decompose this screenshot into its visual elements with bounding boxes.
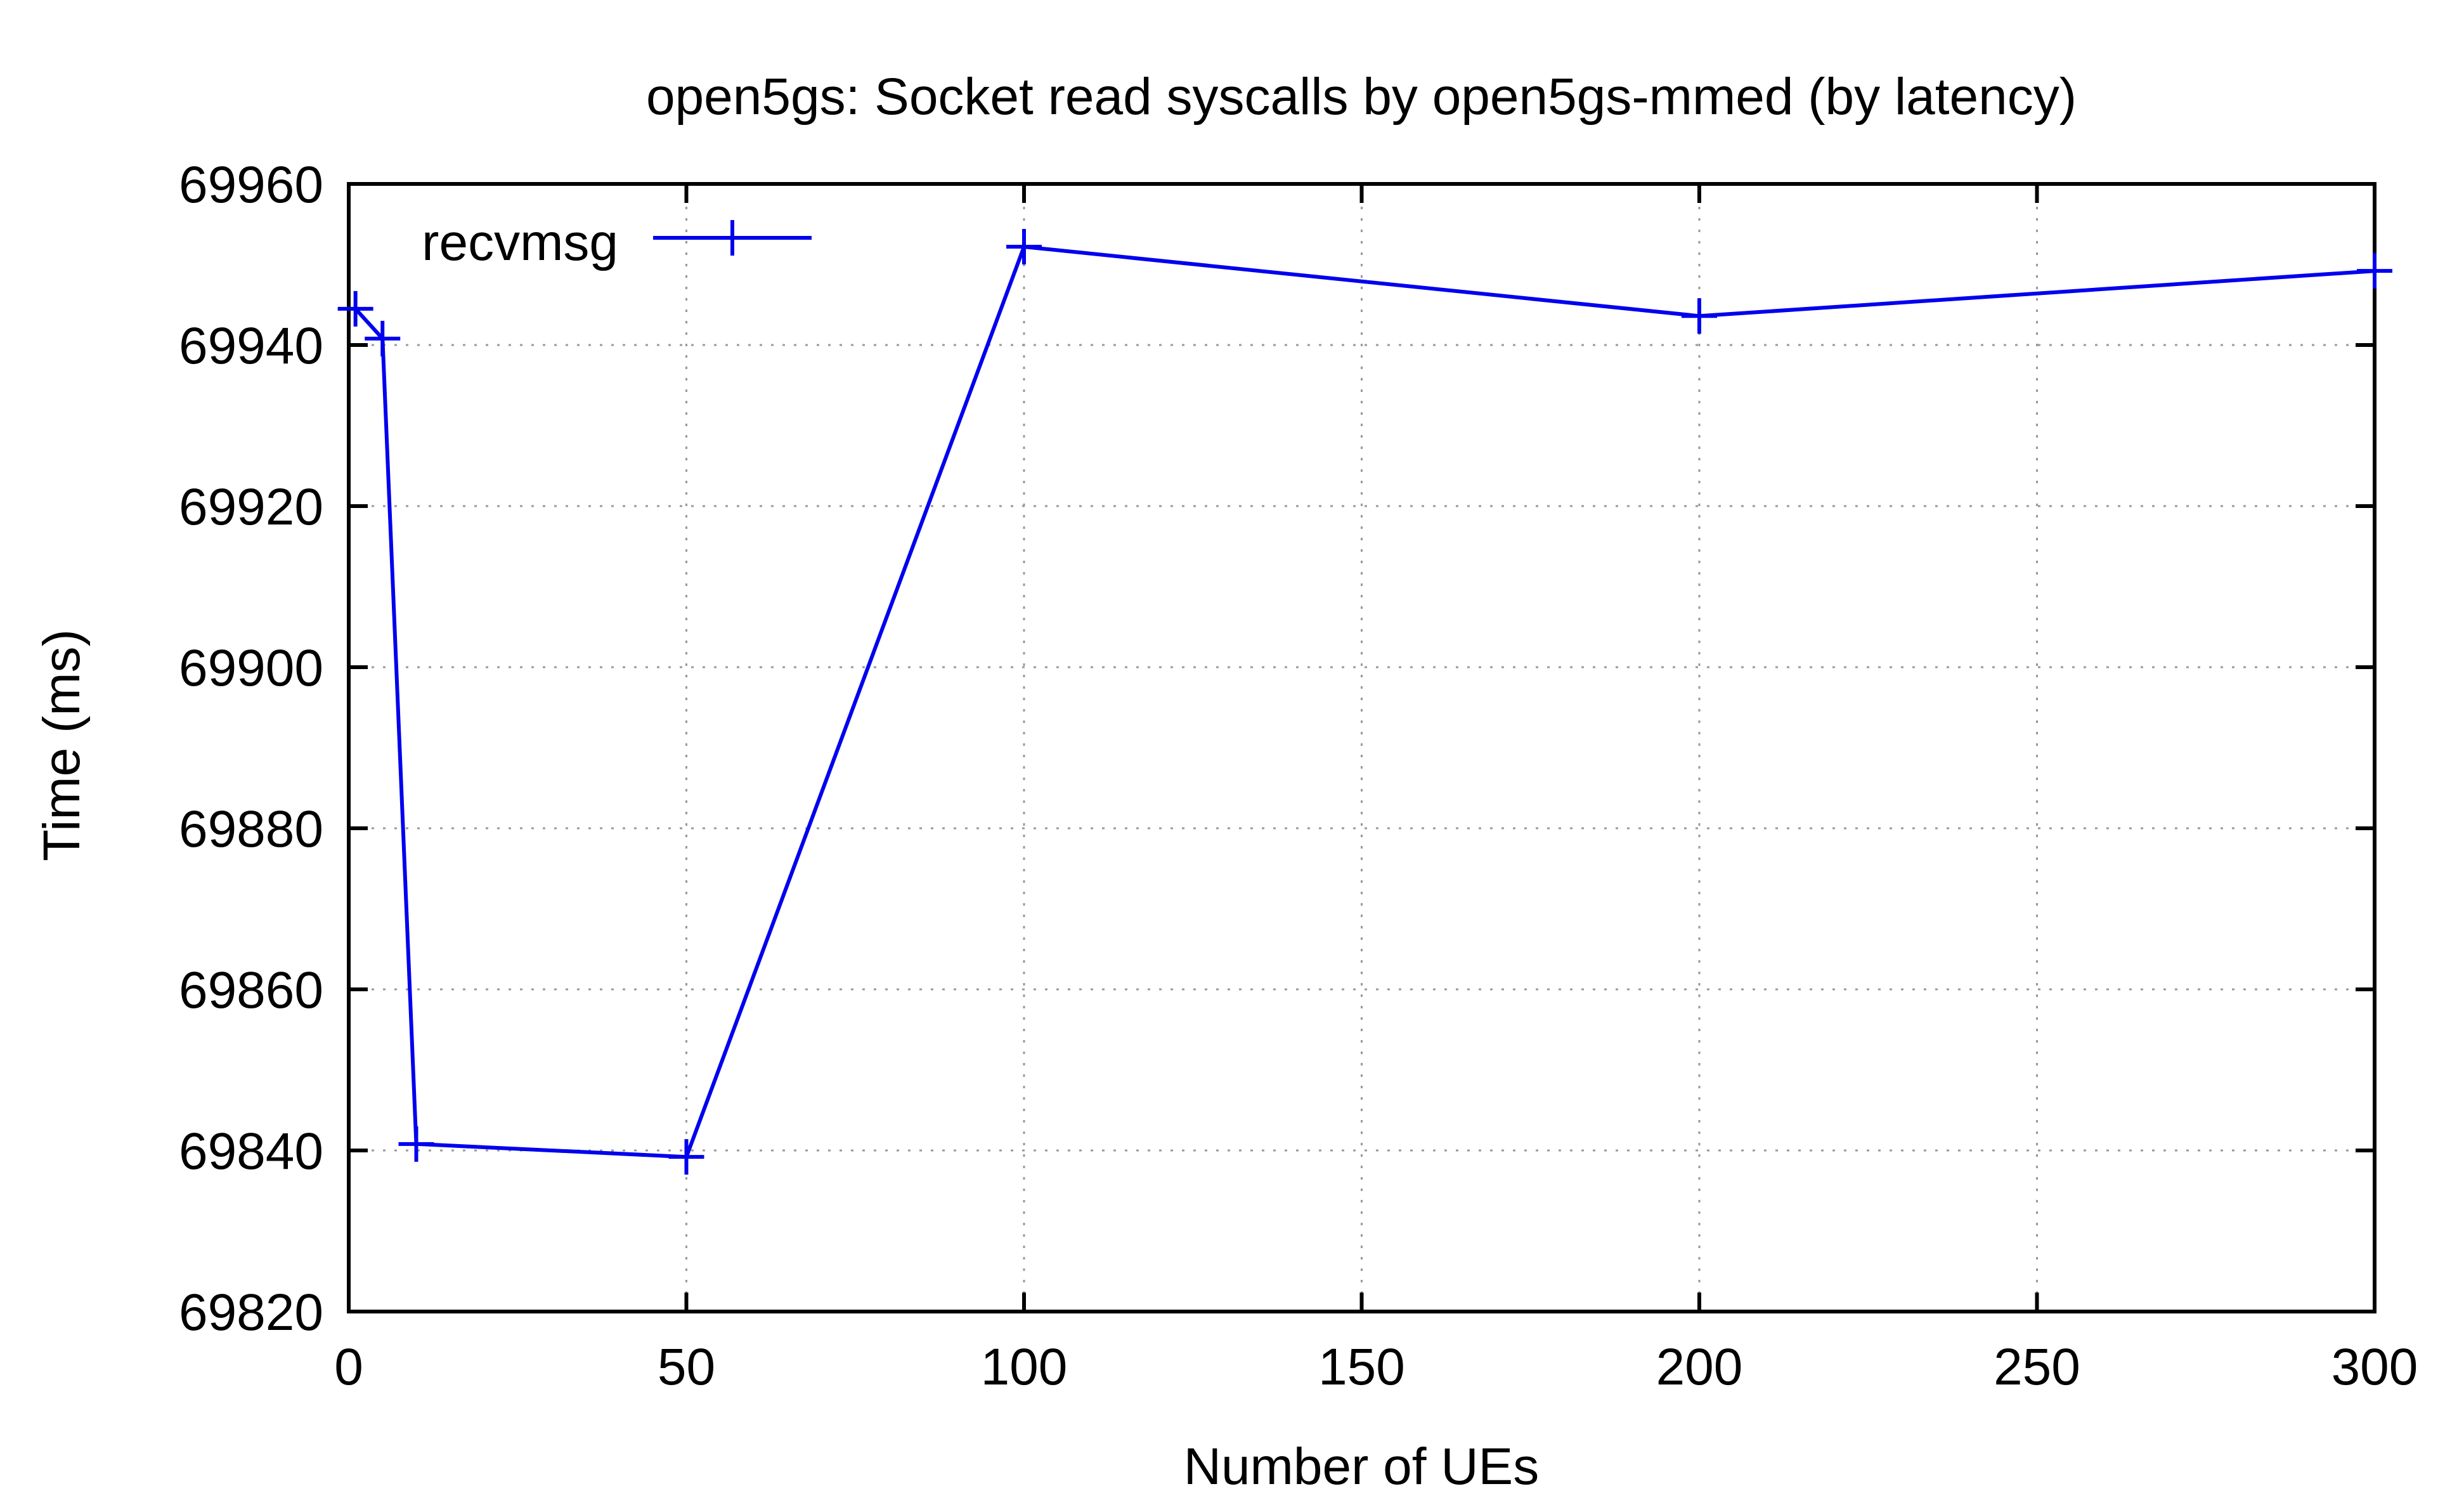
x-axis-label: Number of UEs <box>1184 1438 1540 1495</box>
data-point-recvmsg-1 <box>337 290 373 327</box>
x-tick-label: 200 <box>1656 1338 1743 1396</box>
x-tick-label: 150 <box>1318 1338 1405 1396</box>
y-tick-label: 69940 <box>179 317 323 375</box>
y-tick-label: 69920 <box>179 478 323 536</box>
y-tick-label: 69900 <box>179 639 323 697</box>
series-layer <box>337 229 2392 1175</box>
axis-ticks <box>347 182 2376 1313</box>
y-tick-label: 69840 <box>179 1123 323 1180</box>
data-point-recvmsg-300 <box>2357 253 2392 289</box>
data-point-recvmsg-100 <box>1006 229 1042 265</box>
data-point-recvmsg-50 <box>668 1139 704 1175</box>
plot-frame <box>347 182 2376 1313</box>
x-tick-label: 100 <box>981 1338 1068 1396</box>
y-tick-label: 69880 <box>179 800 323 858</box>
grid <box>349 184 2375 1312</box>
x-tick-label: 300 <box>2331 1338 2418 1396</box>
data-point-recvmsg-200 <box>1682 298 1717 334</box>
legend-marker-recvmsg <box>715 220 750 256</box>
series-line-recvmsg <box>354 245 2375 1159</box>
y-tick-label: 69820 <box>179 1284 323 1341</box>
y-axis-label: Time (ms) <box>33 629 91 861</box>
data-point-recvmsg-5 <box>365 320 401 356</box>
chart-title: open5gs: Socket read syscalls by open5gs… <box>646 68 2077 126</box>
y-tick-labels: 69820 69840 69860 69880 69900 69920 69940 69960 <box>179 156 323 1341</box>
data-point-recvmsg-10 <box>398 1126 434 1162</box>
y-tick-label: 69860 <box>179 961 323 1019</box>
legend: recvmsg <box>422 214 812 271</box>
x-tick-labels: 0 50 100 150 200 250 300 <box>334 1338 2418 1396</box>
y-tick-label: 69960 <box>179 156 323 214</box>
legend-label-recvmsg: recvmsg <box>422 214 618 271</box>
x-tick-label: 0 <box>334 1338 363 1396</box>
x-tick-label: 250 <box>1994 1338 2080 1396</box>
x-tick-label: 50 <box>658 1338 715 1396</box>
